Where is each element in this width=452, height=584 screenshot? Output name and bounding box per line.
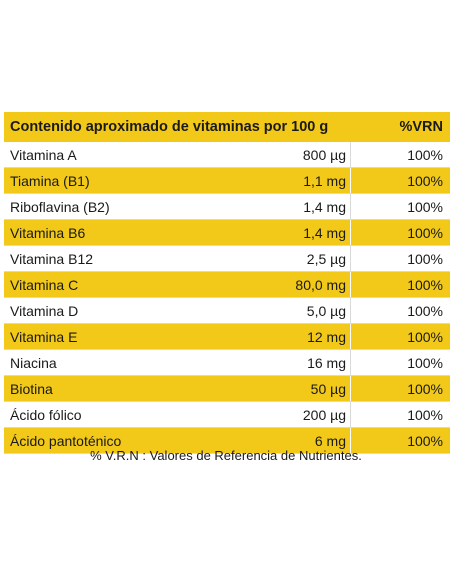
vitamin-vrn: 100% (407, 199, 443, 215)
vitamin-amount: 16 mg (307, 355, 346, 371)
vitamin-name: Vitamina D (10, 303, 79, 319)
vitamin-vrn: 100% (407, 407, 443, 423)
vitamin-vrn: 100% (407, 173, 443, 189)
vitamin-amount: 6 mg (314, 433, 346, 449)
table-row: Vitamina B12 2,5 µg 100% (4, 246, 450, 272)
footnote: % V.R.N : Valores de Referencia de Nutri… (90, 448, 362, 463)
table-row: Vitamina C 80,0 mg 100% (4, 272, 450, 298)
column-divider (350, 142, 351, 167)
column-divider (350, 194, 351, 219)
table-row: Ácido pantoténico 6 mg 100% (4, 428, 450, 454)
vitamin-name: Riboflavina (B2) (10, 199, 110, 215)
column-divider (350, 350, 351, 375)
vitamin-amount: 200 µg (302, 407, 346, 423)
table-row: Vitamina A 800 µg 100% (4, 142, 450, 168)
table-header: Contenido aproximado de vitaminas por 10… (4, 112, 450, 142)
column-divider (350, 428, 351, 453)
vitamin-vrn: 100% (407, 433, 443, 449)
vitamin-name: Vitamina B12 (10, 251, 94, 267)
table-row: Riboflavina (B2) 1,4 mg 100% (4, 194, 450, 220)
column-divider (350, 272, 351, 297)
table-row: Biotina 50 µg 100% (4, 376, 450, 402)
column-divider (350, 246, 351, 271)
vitamin-name: Vitamina B6 (10, 225, 86, 241)
column-divider (350, 220, 351, 245)
table-row: Vitamina E 12 mg 100% (4, 324, 450, 350)
vitamin-amount: 50 µg (310, 381, 346, 397)
table-row: Ácido fólico 200 µg 100% (4, 402, 450, 428)
table-row: Tiamina (B1) 1,1 mg 100% (4, 168, 450, 194)
vitamin-vrn: 100% (407, 251, 443, 267)
vitamin-table: Contenido aproximado de vitaminas por 10… (4, 112, 450, 454)
vitamin-amount: 80,0 mg (295, 277, 346, 293)
column-divider (350, 402, 351, 427)
vitamin-name: Niacina (10, 355, 57, 371)
vitamin-vrn: 100% (407, 355, 443, 371)
vitamin-vrn: 100% (407, 381, 443, 397)
column-divider (350, 298, 351, 323)
column-divider (350, 376, 351, 401)
vitamin-vrn: 100% (407, 225, 443, 241)
vitamin-amount: 1,4 mg (303, 199, 346, 215)
vitamin-amount: 800 µg (302, 147, 346, 163)
vitamin-amount: 12 mg (307, 329, 346, 345)
vitamin-name: Biotina (10, 381, 53, 397)
vitamin-vrn: 100% (407, 329, 443, 345)
vitamin-vrn: 100% (407, 147, 443, 163)
vitamin-amount: 1,1 mg (303, 173, 346, 189)
table-row: Niacina 16 mg 100% (4, 350, 450, 376)
table-row: Vitamina D 5,0 µg 100% (4, 298, 450, 324)
vitamin-amount: 2,5 µg (306, 251, 346, 267)
vitamin-name: Ácido pantoténico (10, 433, 122, 449)
vitamin-amount: 5,0 µg (306, 303, 346, 319)
vitamin-name: Ácido fólico (10, 407, 82, 423)
header-title: Contenido aproximado de vitaminas por 10… (10, 119, 329, 135)
vitamin-vrn: 100% (407, 277, 443, 293)
vitamin-name: Vitamina A (10, 147, 77, 163)
header-vrn: %VRN (399, 119, 443, 135)
column-divider (350, 168, 351, 193)
table-row: Vitamina B6 1,4 mg 100% (4, 220, 450, 246)
vitamin-name: Vitamina C (10, 277, 79, 293)
vitamin-amount: 1,4 mg (303, 225, 346, 241)
vitamin-name: Vitamina E (10, 329, 78, 345)
vitamin-vrn: 100% (407, 303, 443, 319)
column-divider (350, 324, 351, 349)
vitamin-name: Tiamina (B1) (10, 173, 90, 189)
